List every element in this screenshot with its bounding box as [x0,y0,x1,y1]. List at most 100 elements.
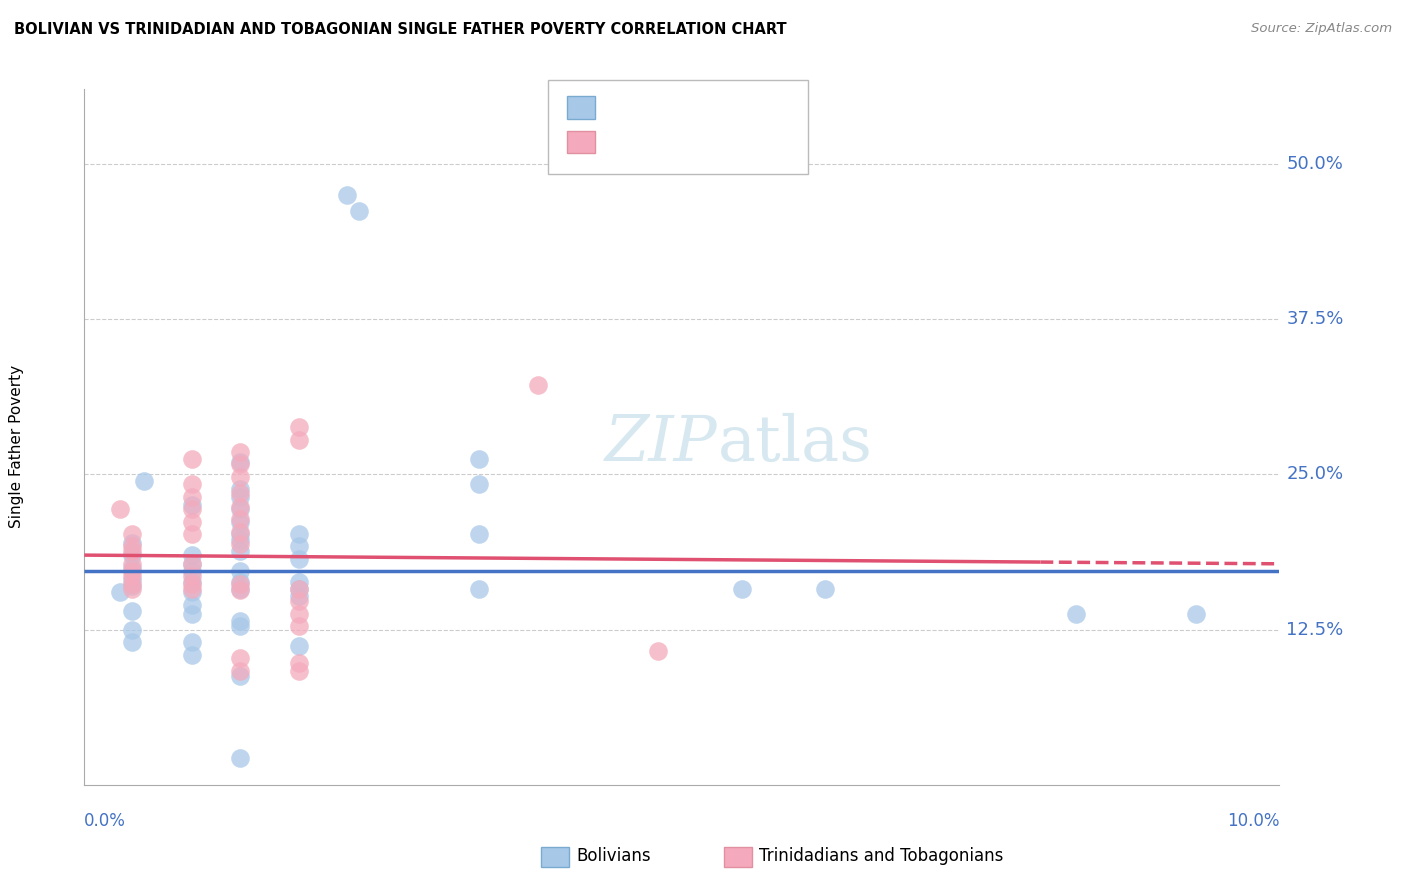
Point [180,515,202,529]
Point [121,604,143,618]
Point [228,527,252,541]
Point [288,664,311,678]
Point [121,576,143,591]
Point [336,187,359,202]
Text: ZIP: ZIP [605,412,718,474]
Point [288,607,311,621]
Point [288,582,311,596]
Point [180,582,202,596]
Point [180,557,202,571]
Point [288,589,311,603]
Point [121,540,143,554]
Point [180,607,202,621]
Point [527,377,550,392]
Text: 50.0%: 50.0% [1286,154,1343,173]
Point [647,644,669,658]
Point [1184,607,1206,621]
Text: Trinidadians and Tobagonians: Trinidadians and Tobagonians [759,847,1004,865]
Point [121,544,143,558]
Point [228,619,252,633]
Text: BOLIVIAN VS TRINIDADIAN AND TOBAGONIAN SINGLE FATHER POVERTY CORRELATION CHART: BOLIVIAN VS TRINIDADIAN AND TOBAGONIAN S… [14,22,787,37]
Point [468,527,491,541]
Point [110,585,132,599]
Text: R =: R = [600,134,640,152]
Point [180,585,202,599]
Point [349,203,371,218]
Point [121,573,143,587]
Point [121,535,143,549]
Point [121,560,143,574]
Point [228,614,252,628]
Point [228,445,252,459]
Point [228,512,252,526]
Point [132,474,156,488]
Point [180,452,202,467]
Point [180,502,202,516]
Text: -0.009: -0.009 [640,134,704,152]
Point [228,664,252,678]
Point [121,635,143,649]
Text: 0.0%: 0.0% [84,812,127,830]
Point [228,500,252,514]
Point [228,455,252,469]
Point [228,668,252,682]
Text: Single Father Poverty: Single Father Poverty [10,365,24,527]
Point [228,582,252,597]
Point [180,598,202,612]
Point [731,582,754,596]
Point [1066,607,1088,621]
Point [814,582,837,596]
Point [228,458,252,472]
Point [288,433,311,447]
Text: 52: 52 [758,98,783,116]
Point [228,575,252,590]
Point [288,582,311,596]
Point [288,540,311,554]
Point [180,477,202,491]
Point [468,452,491,467]
Point [228,524,252,539]
Text: atlas: atlas [718,413,873,474]
Point [228,651,252,665]
Point [121,579,143,593]
Point [468,477,491,491]
Point [228,470,252,484]
Point [228,533,252,548]
Point [288,639,311,653]
Point [180,569,202,583]
Point [121,527,143,541]
Point [228,502,252,516]
Point [121,564,143,578]
Text: 37.5%: 37.5% [1286,310,1344,328]
Point [180,648,202,662]
Point [228,564,252,578]
Point [121,623,143,637]
Point [288,420,311,434]
Text: 10.0%: 10.0% [1227,812,1279,830]
Text: 0.000: 0.000 [640,98,703,116]
Text: R =: R = [600,98,640,116]
Point [228,486,252,500]
Point [288,657,311,671]
Point [180,527,202,541]
Point [180,490,202,504]
Point [228,544,252,558]
Point [228,576,252,591]
Point [228,482,252,496]
Point [228,515,252,529]
Point [180,564,202,578]
Point [288,527,311,541]
Point [121,548,143,562]
Point [228,537,252,551]
Point [228,750,252,764]
Point [468,582,491,596]
Point [121,582,143,596]
Point [288,619,311,633]
Point [288,594,311,608]
Point [180,548,202,562]
Text: N =: N = [710,98,762,116]
Text: N =: N = [710,134,762,152]
Point [180,635,202,649]
Text: 25.0%: 25.0% [1286,466,1344,483]
Text: 12.5%: 12.5% [1286,621,1344,639]
